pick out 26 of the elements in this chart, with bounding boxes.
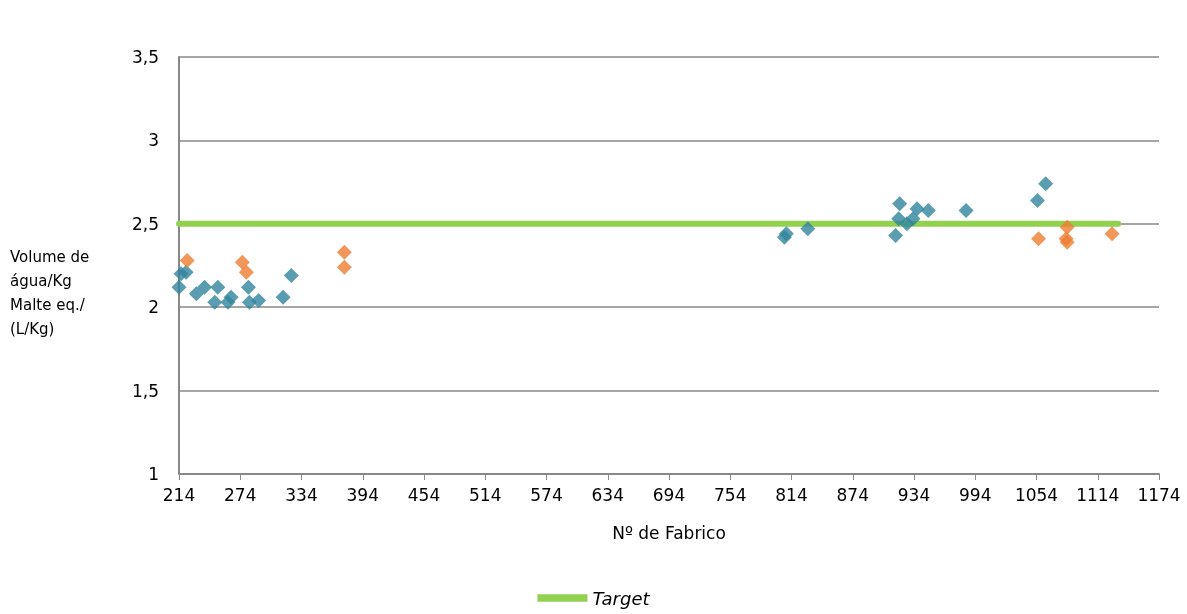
x-tick-label: 1054	[1014, 484, 1059, 505]
x-tick-label: 1174	[1137, 484, 1181, 505]
x-tick-label: 994	[959, 484, 992, 505]
y-tick-label: 3	[148, 130, 159, 151]
x-tick-label: 574	[530, 484, 563, 505]
y-tick-label: 2	[148, 297, 159, 318]
x-tick-label: 694	[652, 484, 686, 505]
y-tick-label: 3,5	[131, 47, 159, 67]
y-axis-title: Volume de água/Kg Malte eq./ (L/Kg)	[10, 248, 90, 338]
x-tick-label: 334	[285, 484, 318, 505]
y-tick-label: 2,5	[131, 213, 159, 234]
x-tick-label: 814	[775, 484, 808, 505]
x-tick-label: 454	[407, 484, 441, 505]
x-tick-label: 514	[469, 484, 502, 505]
x-tick-label: 1114	[1076, 484, 1120, 505]
x-tick-label: 874	[836, 484, 869, 505]
x-tick-label: 214	[162, 484, 196, 505]
x-tick-label: 394	[346, 484, 379, 505]
y-tick-label: 1	[148, 464, 159, 484]
x-axis-title: Nº de Fabrico	[612, 522, 726, 543]
x-tick-label: 934	[897, 484, 931, 505]
y-tick-label: 1,5	[131, 380, 159, 401]
x-tick-label: 754	[714, 484, 747, 505]
x-tick-label: 634	[591, 484, 624, 505]
legend-label: Target	[592, 587, 651, 609]
x-tick-label: 274	[224, 484, 257, 505]
